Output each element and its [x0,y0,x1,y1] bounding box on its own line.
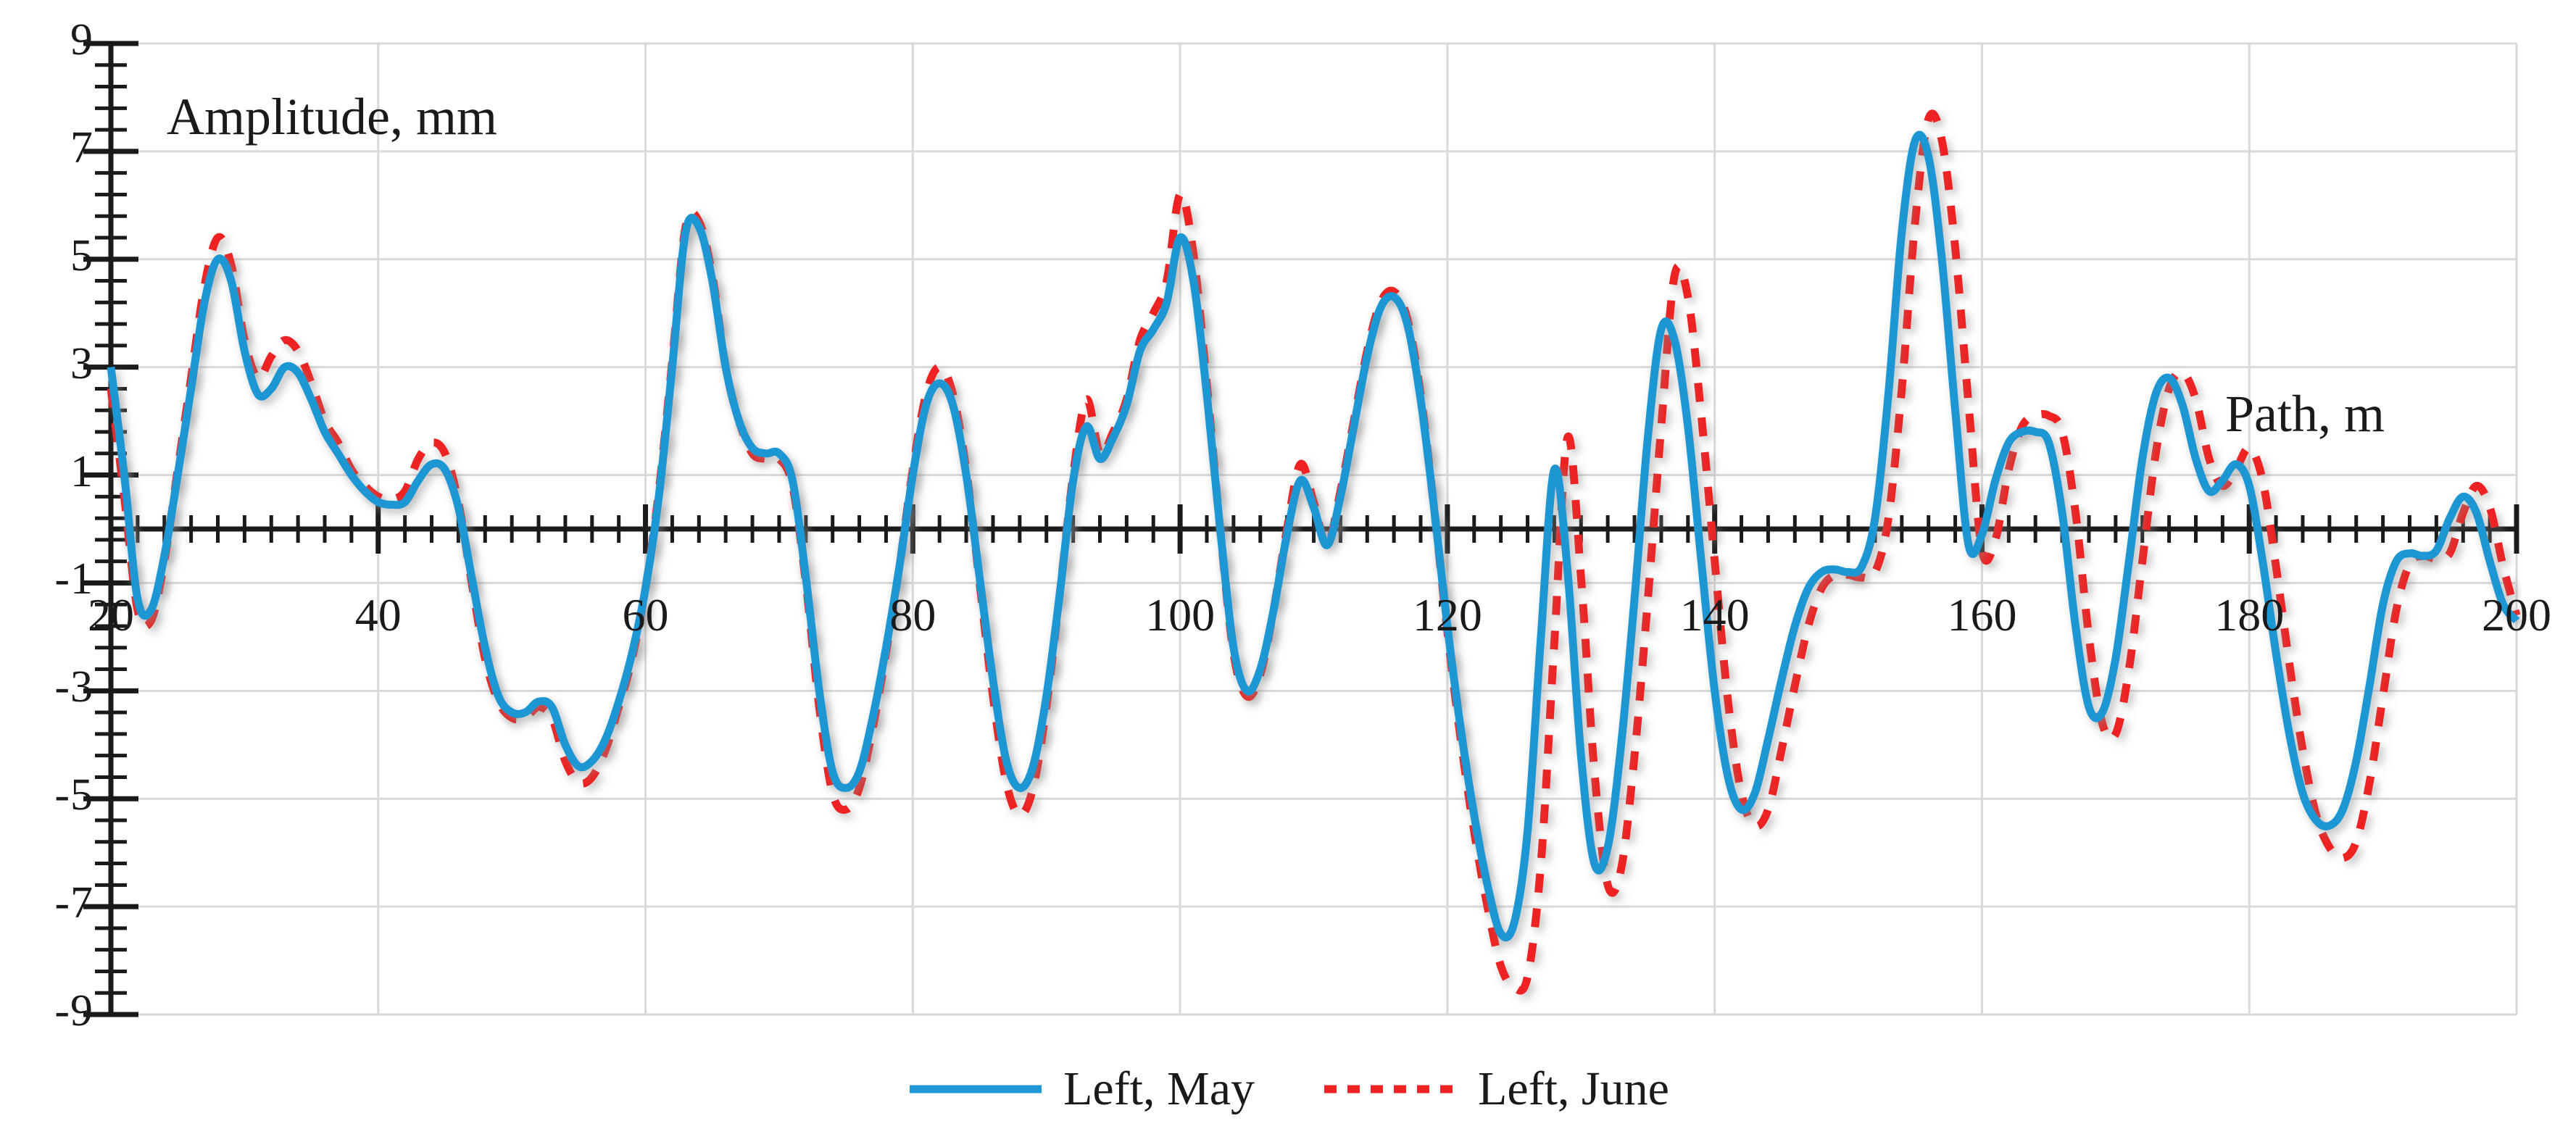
x-tick-label: 200 [2482,589,2551,641]
y-tick-label: -3 [54,662,94,712]
y-tick-label: -1 [54,554,94,604]
series-line-left-may [107,130,2520,941]
y-tick-label: 1 [70,446,94,496]
x-tick-label: 40 [354,589,402,641]
y-axis-title: Amplitude, mm [167,88,497,146]
legend-swatch-dashed-line [1324,1085,1456,1093]
x-tick-label: 180 [2214,589,2285,641]
legend-item-left-may[interactable]: Left, May [907,1062,1255,1117]
y-tick-label: -5 [54,770,94,820]
y-tick-label: -7 [54,878,94,928]
plot-area: 9 7 5 3 1 -1 -3 -5 -7 -9 20 40 60 80 100 120 140 160 180 2… [54,15,2551,1036]
legend-item-left-june[interactable]: Left, June [1321,1062,1669,1117]
y-tick-label: 9 [70,15,94,64]
x-tick-label: 100 [1145,589,1216,641]
legend-label-left-june: Left, June [1478,1062,1669,1115]
x-tick-label: 120 [1412,589,1482,641]
legend-label-left-may: Left, May [1063,1062,1255,1115]
y-tick-label: 7 [70,122,94,172]
y-tick-label: 3 [70,338,94,388]
x-tick-label: 60 [622,589,669,641]
y-tick-label: -9 [54,986,94,1036]
y-tick-label: 5 [70,230,94,280]
legend-swatch-solid-line [910,1085,1042,1093]
x-tick-label: 140 [1679,589,1750,641]
x-tick-label: 20 [88,589,134,641]
x-axis-title: Path, m [2225,385,2385,443]
chart-legend: Left, May Left, June [0,1054,2576,1123]
x-tick-label: 80 [889,589,936,641]
series-group [107,109,2521,995]
x-tick-label: 160 [1947,589,2017,641]
series-line-left-june [107,109,2521,995]
